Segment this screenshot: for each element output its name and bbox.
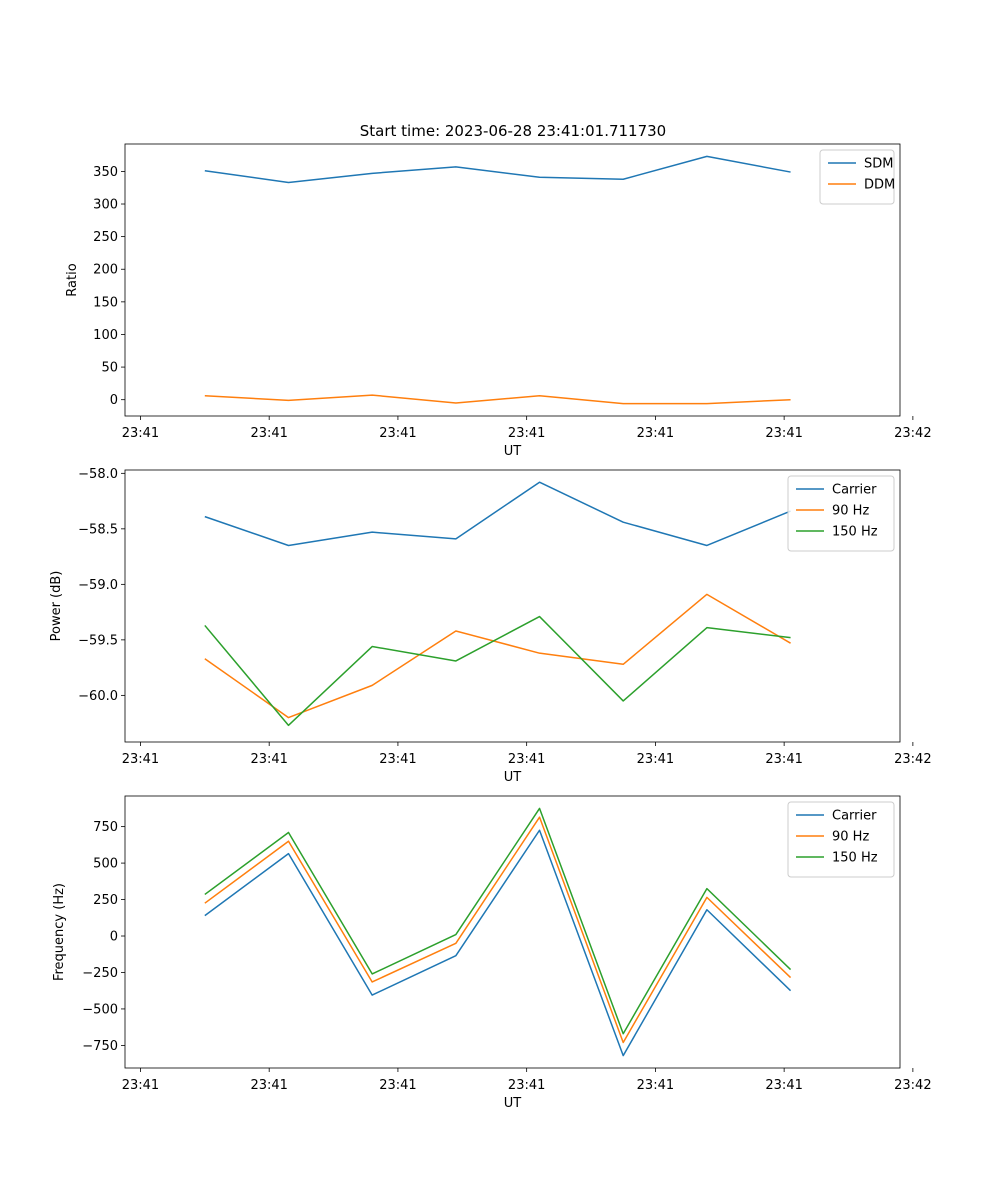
figure-title: Start time: 2023-06-28 23:41:01.711730 xyxy=(360,122,666,140)
y-tick-label: 500 xyxy=(93,857,118,872)
x-tick-label: 23:41 xyxy=(122,1078,159,1093)
x-tick-label: 23:42 xyxy=(894,426,931,441)
chart-panel-1: 23:41 23:41 23:41 23:41 23:41 23:41 23:42 0 50 10… xyxy=(65,143,932,459)
legend-box xyxy=(787,475,895,552)
x-tick-label: 23:41 xyxy=(250,426,287,441)
y-tick-label: 150 xyxy=(93,295,118,310)
y-tick-label: −500 xyxy=(82,1002,118,1017)
x-tick-label: 23:42 xyxy=(894,1078,931,1093)
series-line-90-hz xyxy=(204,593,791,719)
legend-label: 150 Hz xyxy=(832,525,878,540)
legend: Carrier 90 Hz 150 Hz xyxy=(787,801,895,878)
legend-label: Carrier xyxy=(832,483,877,498)
series-line-90-hz xyxy=(204,816,792,1044)
x-tick-label: 23:41 xyxy=(508,1078,545,1093)
y-tick-label: 250 xyxy=(93,230,118,245)
series-line-carrier xyxy=(204,481,791,547)
x-tick-label: 23:41 xyxy=(508,752,545,767)
x-tick-label: 23:41 xyxy=(250,752,287,767)
legend-label: SDM xyxy=(864,157,893,172)
x-tick-label: 23:41 xyxy=(637,426,674,441)
x-tick-label: 23:41 xyxy=(122,426,159,441)
y-tick-label: −250 xyxy=(82,966,118,981)
legend-label: 150 Hz xyxy=(832,851,878,866)
x-tick-label: 23:41 xyxy=(765,426,802,441)
x-tick-label: 23:41 xyxy=(765,1078,802,1093)
y-tick-label: −58.0 xyxy=(78,467,118,482)
series-line-150-hz xyxy=(204,807,792,1035)
y-tick-label: 200 xyxy=(93,263,118,278)
y-tick-label: −59.0 xyxy=(78,578,118,593)
y-tick-label: −750 xyxy=(82,1039,118,1054)
y-tick-label: −58.5 xyxy=(78,522,118,537)
y-tick-label: 100 xyxy=(93,328,118,343)
series-line-150-hz xyxy=(204,615,791,727)
series-line-sdm xyxy=(204,155,791,184)
x-tick-label: 23:41 xyxy=(508,426,545,441)
y-tick-label: −60.0 xyxy=(78,689,118,704)
legend: Carrier 90 Hz 150 Hz xyxy=(787,475,895,552)
legend-label: DDM xyxy=(864,178,895,193)
x-tick-label: 23:41 xyxy=(250,1078,287,1093)
y-tick-label: 0 xyxy=(110,930,118,945)
y-tick-label: 750 xyxy=(93,820,118,835)
x-tick-label: 23:41 xyxy=(637,752,674,767)
x-axis-label: UT xyxy=(504,444,522,459)
y-axis-label: Power (dB) xyxy=(49,571,64,642)
y-tick-label: 250 xyxy=(93,893,118,908)
series-line-carrier xyxy=(204,829,792,1057)
chart-panel-2: 23:41 23:41 23:41 23:41 23:41 23:41 23:42 −60.0… xyxy=(49,467,932,785)
x-tick-label: 23:41 xyxy=(379,426,416,441)
y-tick-label: 0 xyxy=(110,393,118,408)
x-tick-label: 23:41 xyxy=(637,1078,674,1093)
x-tick-label: 23:41 xyxy=(122,752,159,767)
y-axis-label: Ratio xyxy=(65,263,80,296)
axes-frame xyxy=(124,469,901,743)
axes-frame xyxy=(124,795,901,1069)
y-tick-label: 50 xyxy=(101,361,118,376)
x-tick-label: 23:42 xyxy=(894,752,931,767)
legend-label: 90 Hz xyxy=(832,504,869,519)
x-tick-label: 23:41 xyxy=(765,752,802,767)
y-tick-label: 350 xyxy=(93,165,118,180)
x-tick-label: 23:41 xyxy=(379,1078,416,1093)
y-tick-label: −59.5 xyxy=(78,633,118,648)
x-axis-label: UT xyxy=(504,770,522,785)
legend: SDM DDM xyxy=(819,149,895,205)
legend-label: 90 Hz xyxy=(832,830,869,845)
chart-panel-3: 23:41 23:41 23:41 23:41 23:41 23:41 23:42 −750 −… xyxy=(52,795,932,1111)
y-axis-label: Frequency (Hz) xyxy=(52,883,67,981)
legend-label: Carrier xyxy=(832,809,877,824)
legend-box xyxy=(787,801,895,878)
axes-frame xyxy=(124,143,901,417)
x-axis-label: UT xyxy=(504,1096,522,1111)
y-tick-label: 300 xyxy=(93,198,118,213)
series-line-ddm xyxy=(204,394,791,405)
x-tick-label: 23:41 xyxy=(379,752,416,767)
